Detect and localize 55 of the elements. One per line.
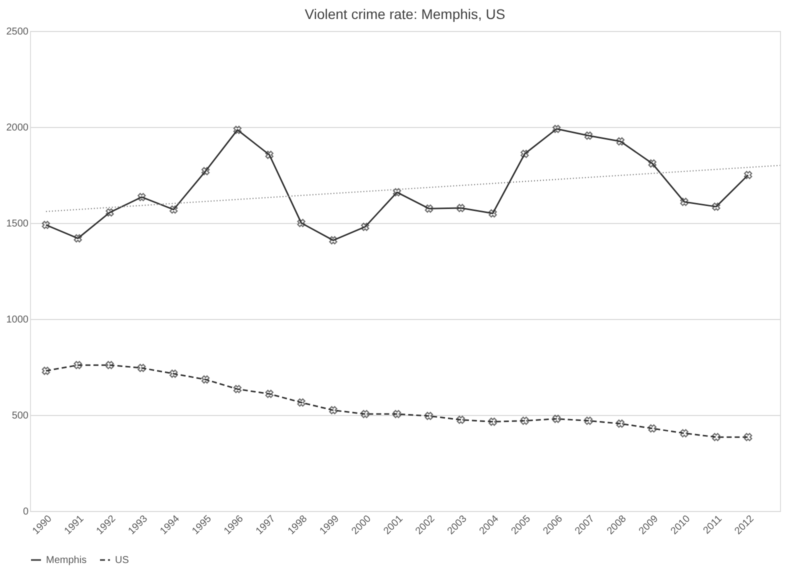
point xyxy=(680,429,688,438)
point xyxy=(520,416,529,425)
point xyxy=(233,126,242,134)
y-tick-label: 2500 xyxy=(6,26,29,38)
point xyxy=(712,202,720,211)
y-tick-label: 1000 xyxy=(6,314,29,326)
point xyxy=(424,412,434,420)
point xyxy=(744,432,752,442)
y-tick-label: 2000 xyxy=(6,122,29,134)
point xyxy=(201,167,210,176)
point xyxy=(201,375,210,384)
point xyxy=(744,170,752,180)
point xyxy=(138,192,146,202)
point xyxy=(361,222,370,231)
point xyxy=(488,209,497,218)
point xyxy=(42,366,50,375)
point xyxy=(648,159,656,168)
point xyxy=(552,414,561,423)
point xyxy=(329,236,338,244)
point xyxy=(106,208,114,217)
point xyxy=(520,150,529,158)
point xyxy=(74,234,82,242)
point xyxy=(488,418,497,426)
point xyxy=(712,432,720,442)
point xyxy=(329,406,338,414)
point xyxy=(361,410,370,418)
chart-title: Violent crime rate: Memphis, US xyxy=(304,6,506,22)
y-tick-label: 0 xyxy=(22,506,29,518)
y-tick-label: 1500 xyxy=(6,218,29,230)
point xyxy=(170,205,178,214)
legend-label: Memphis xyxy=(46,555,87,566)
point xyxy=(233,384,242,394)
point xyxy=(265,150,274,159)
point xyxy=(584,416,593,425)
point xyxy=(138,364,146,372)
y-tick-label: 500 xyxy=(12,410,29,422)
point xyxy=(648,424,656,433)
point xyxy=(616,137,625,146)
point xyxy=(616,420,625,428)
point xyxy=(424,204,434,213)
point xyxy=(392,188,402,196)
point xyxy=(170,370,178,378)
point xyxy=(42,220,50,230)
point xyxy=(584,132,593,140)
point xyxy=(680,198,688,206)
legend-label: US xyxy=(115,555,130,566)
point xyxy=(74,360,82,370)
point xyxy=(297,398,306,407)
point xyxy=(106,360,114,370)
point xyxy=(265,390,274,398)
point xyxy=(456,204,465,212)
point xyxy=(456,416,465,424)
point xyxy=(552,124,561,134)
point xyxy=(297,218,306,228)
point xyxy=(392,410,402,418)
